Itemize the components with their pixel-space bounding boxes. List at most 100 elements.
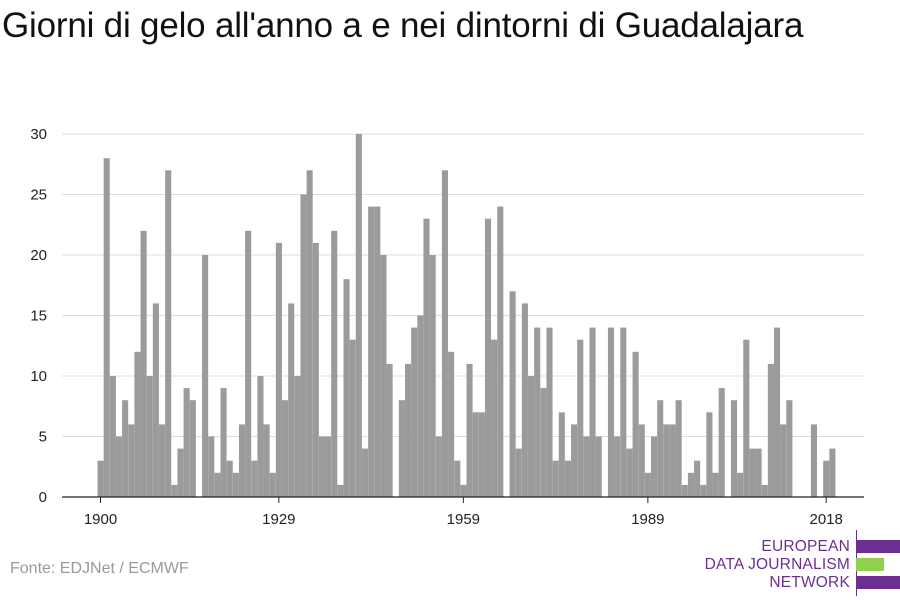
bar-1998 bbox=[700, 484, 707, 497]
bar-1973 bbox=[546, 327, 553, 497]
bar-1907 bbox=[140, 230, 147, 498]
bar-1981 bbox=[595, 436, 602, 497]
bar-1942 bbox=[355, 134, 362, 497]
bar-1924 bbox=[245, 230, 252, 498]
bar-2012 bbox=[786, 400, 793, 497]
bar-1911 bbox=[165, 170, 172, 498]
bar-1961 bbox=[472, 412, 479, 497]
y-tick-labels: 0 5 10 15 20 25 30 bbox=[30, 126, 47, 506]
bar-1929 bbox=[275, 242, 282, 497]
bar-1955 bbox=[435, 436, 442, 497]
y-tick-label-20: 20 bbox=[30, 247, 47, 264]
bar-1902 bbox=[109, 376, 116, 497]
bar-1923 bbox=[238, 424, 246, 497]
bar-1970 bbox=[528, 376, 535, 497]
bar-2008 bbox=[761, 484, 768, 497]
bar-1931 bbox=[288, 303, 295, 497]
bar-1978 bbox=[577, 339, 584, 497]
bar-2016 bbox=[810, 424, 817, 497]
bar-1919 bbox=[214, 472, 221, 497]
y-tick-label-25: 25 bbox=[30, 187, 47, 204]
bar-1935 bbox=[312, 242, 319, 497]
bar-2003 bbox=[730, 400, 738, 497]
bar-1938 bbox=[331, 230, 338, 498]
bars bbox=[97, 134, 836, 498]
bar-1983 bbox=[607, 327, 615, 497]
bar-1967 bbox=[509, 291, 516, 497]
bar-1989 bbox=[644, 472, 651, 497]
bar-1971 bbox=[534, 327, 541, 497]
bar-1962 bbox=[478, 412, 485, 497]
bar-2006 bbox=[749, 448, 756, 497]
bar-1951 bbox=[411, 327, 418, 497]
bar-1921 bbox=[226, 460, 233, 497]
bar-1900 bbox=[97, 460, 104, 497]
bar-1917 bbox=[202, 255, 209, 497]
logo-bar-1 bbox=[856, 540, 900, 553]
bar-1937 bbox=[325, 436, 332, 497]
y-tick-label-0: 0 bbox=[39, 489, 47, 506]
bar-1984 bbox=[614, 436, 621, 497]
bar-1977 bbox=[571, 424, 578, 497]
bar-1933 bbox=[300, 194, 307, 497]
bar-2009 bbox=[767, 363, 774, 497]
bar-1956 bbox=[441, 170, 448, 498]
y-tick-label-15: 15 bbox=[30, 308, 47, 325]
bar-2000 bbox=[712, 472, 719, 497]
bar-1965 bbox=[497, 206, 504, 497]
bar-2004 bbox=[737, 472, 744, 497]
x-axis: 1900 1929 1959 1989 2018 bbox=[62, 496, 864, 528]
bar-2011 bbox=[780, 424, 787, 497]
bar-1910 bbox=[159, 424, 166, 497]
bar-1945 bbox=[374, 206, 381, 497]
bar-1990 bbox=[651, 436, 658, 497]
bar-1964 bbox=[491, 339, 498, 497]
bar-1912 bbox=[171, 484, 178, 497]
bar-1980 bbox=[589, 327, 596, 497]
bar-2005 bbox=[743, 339, 750, 497]
bar-1954 bbox=[429, 255, 436, 497]
x-tick-label-1929: 1929 bbox=[262, 511, 295, 528]
bar-1943 bbox=[361, 448, 369, 497]
bar-1903 bbox=[115, 436, 123, 497]
bar-1996 bbox=[687, 472, 694, 497]
bar-1913 bbox=[177, 448, 184, 497]
bar-1987 bbox=[632, 351, 639, 497]
bar-1915 bbox=[189, 400, 196, 497]
x-tick-label-2018: 2018 bbox=[810, 511, 843, 528]
bar-1947 bbox=[386, 363, 393, 497]
bar-1928 bbox=[269, 472, 276, 497]
bar-1994 bbox=[675, 400, 682, 497]
bar-1904 bbox=[122, 400, 129, 497]
bar-2018 bbox=[823, 460, 830, 497]
bar-1997 bbox=[694, 460, 701, 497]
y-tick-label-5: 5 bbox=[39, 429, 47, 446]
bar-1908 bbox=[146, 376, 153, 497]
bar-1930 bbox=[282, 400, 289, 497]
bar-1934 bbox=[306, 170, 313, 498]
logo-line-3: NETWORK bbox=[769, 574, 850, 591]
bar-1925 bbox=[251, 460, 258, 497]
bar-1959 bbox=[460, 484, 467, 497]
bar-1958 bbox=[454, 460, 461, 497]
bar-1940 bbox=[343, 279, 350, 497]
bar-1939 bbox=[337, 484, 344, 497]
bar-1901 bbox=[103, 158, 110, 497]
bar-1986 bbox=[626, 448, 633, 497]
bar-1968 bbox=[515, 448, 522, 497]
bar-1946 bbox=[380, 255, 387, 497]
bar-1927 bbox=[263, 424, 270, 497]
bar-1906 bbox=[134, 351, 141, 497]
bar-1995 bbox=[681, 484, 688, 497]
bar-1963 bbox=[484, 218, 492, 497]
bar-1920 bbox=[220, 388, 227, 497]
bar-2007 bbox=[755, 448, 762, 497]
bar-2001 bbox=[718, 388, 725, 497]
bar-1936 bbox=[318, 436, 325, 497]
bar-1993 bbox=[669, 424, 676, 497]
bar-1960 bbox=[466, 363, 473, 497]
bar-2010 bbox=[774, 327, 781, 497]
bar-1905 bbox=[128, 424, 135, 497]
logo-line-1: EUROPEAN bbox=[761, 538, 850, 555]
